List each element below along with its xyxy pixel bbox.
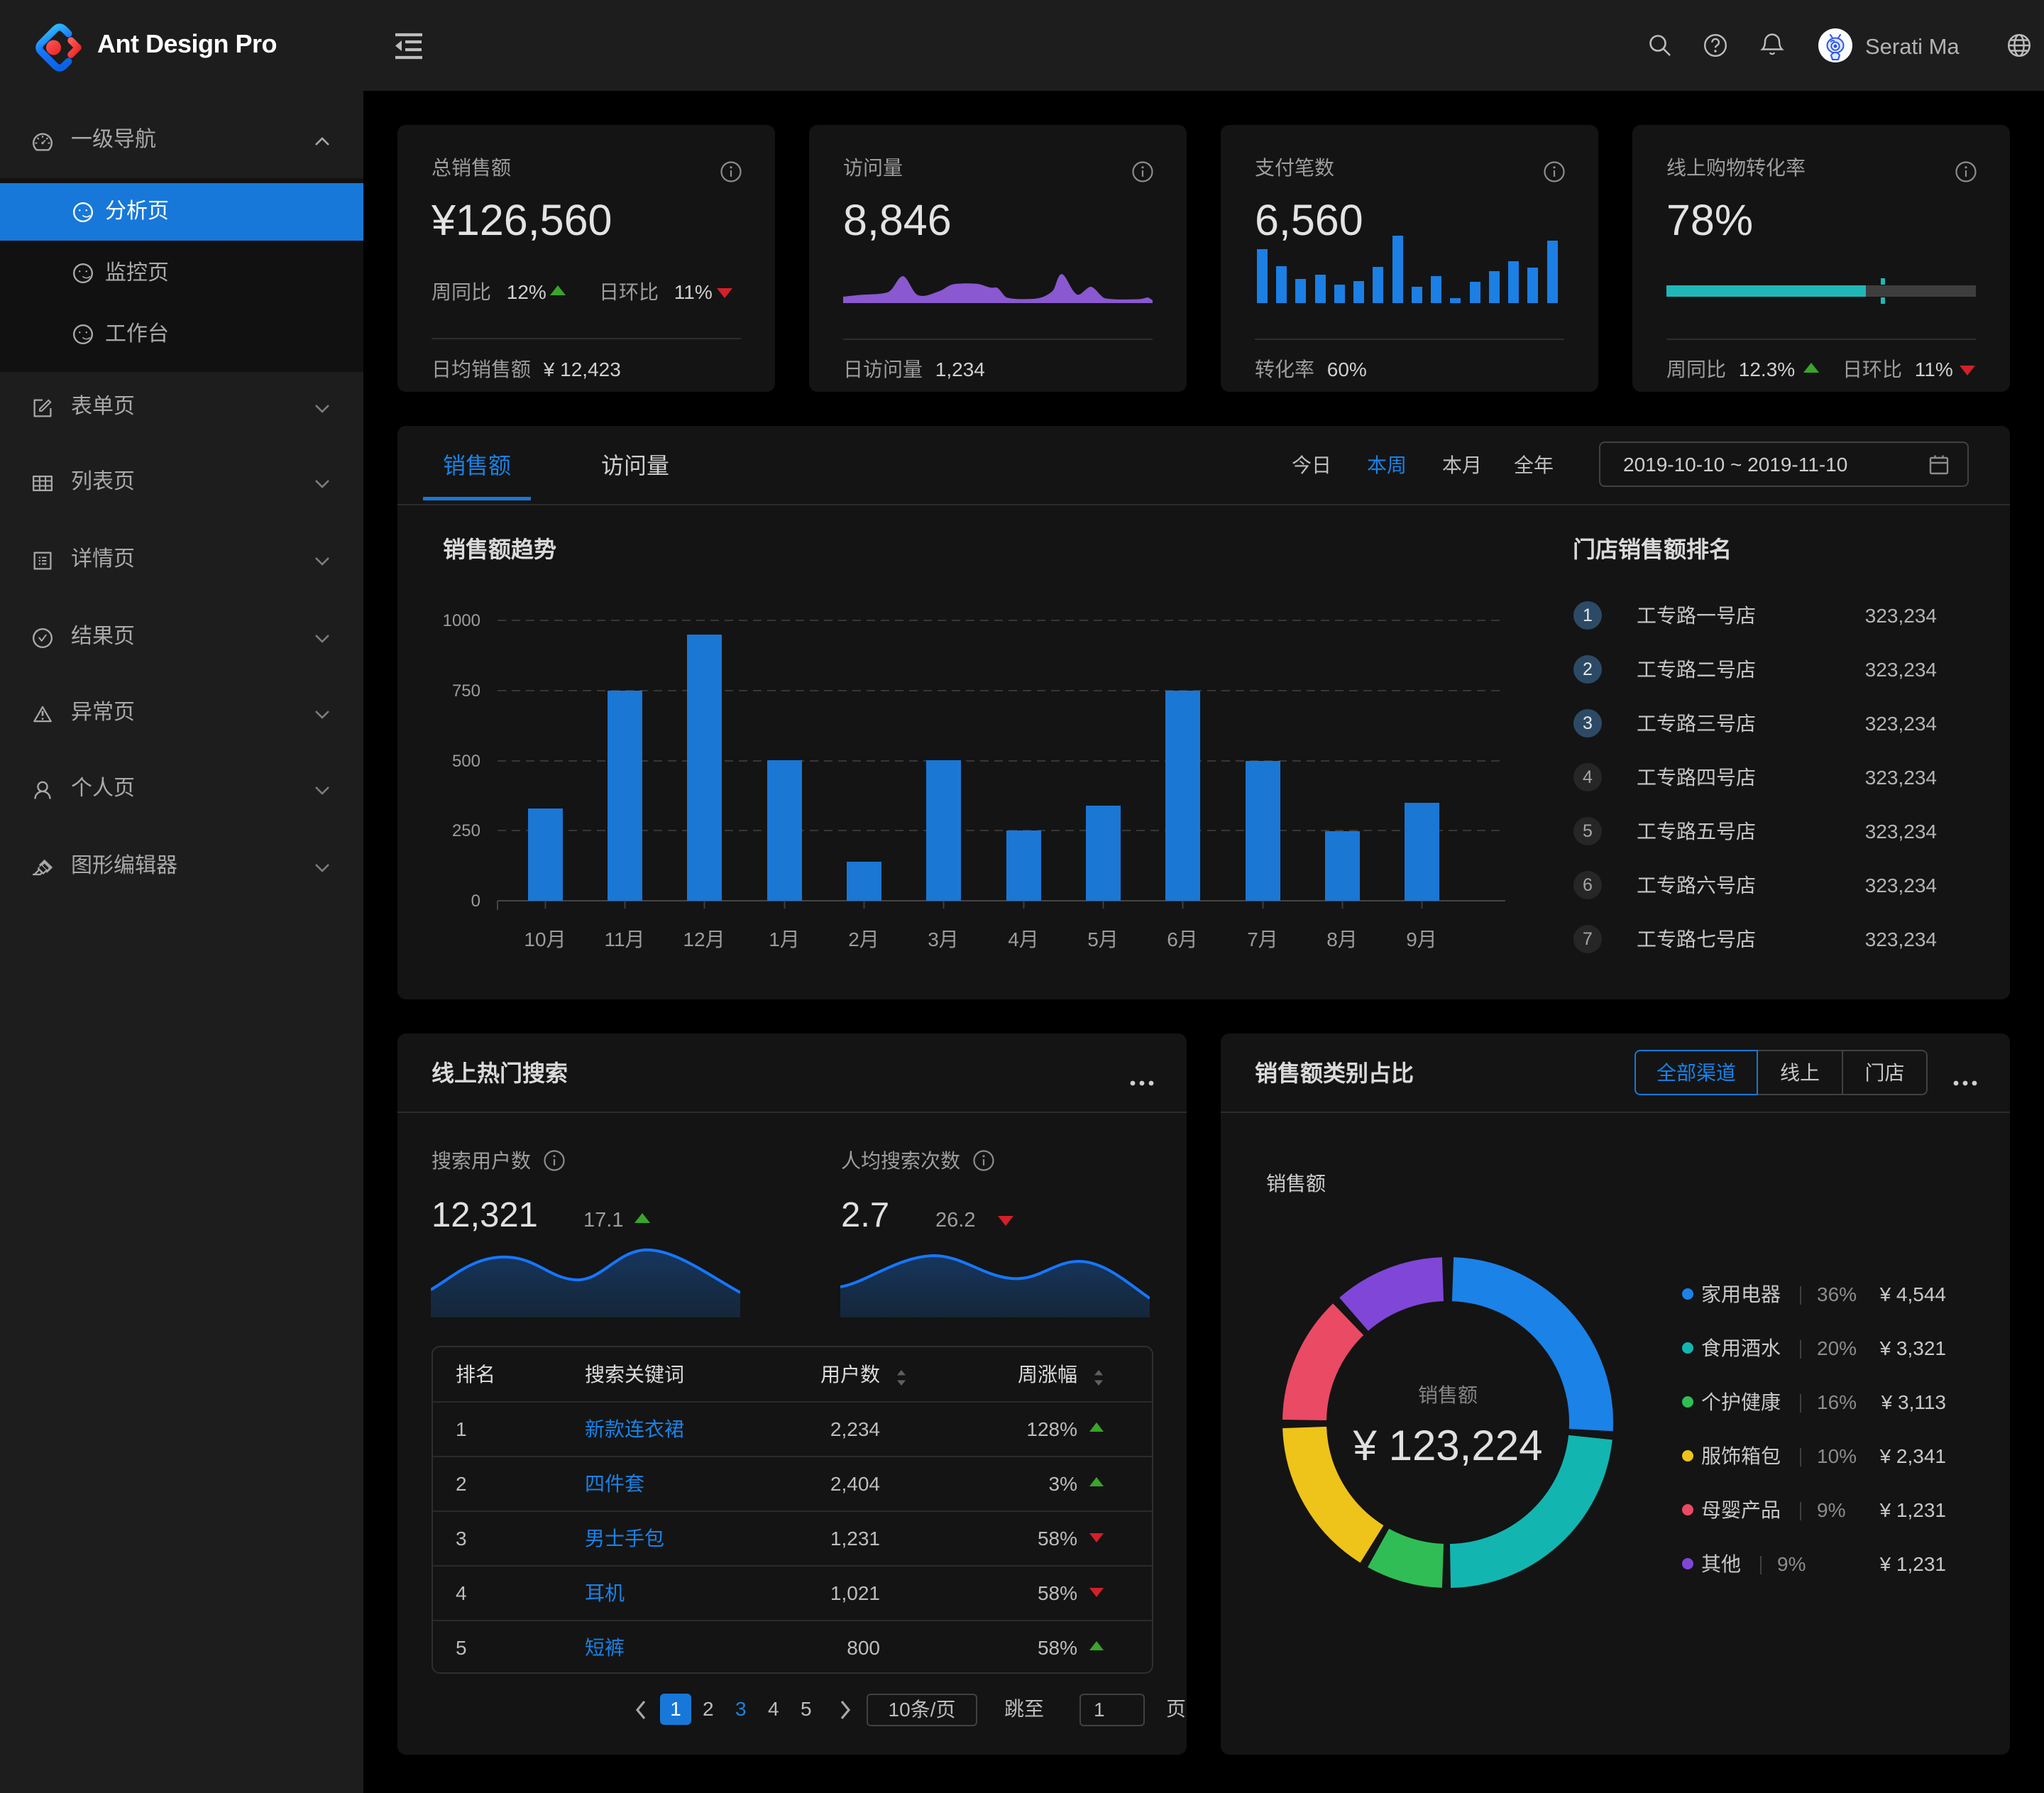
svg-text:5月: 5月 — [1087, 928, 1119, 950]
svg-text:0: 0 — [471, 892, 480, 911]
svg-text:250: 250 — [452, 821, 480, 840]
svg-text:9月: 9月 — [1406, 928, 1437, 950]
svg-text:11月: 11月 — [604, 928, 644, 950]
svg-text:1000: 1000 — [443, 611, 480, 630]
svg-text:7月: 7月 — [1247, 928, 1278, 950]
svg-text:2月: 2月 — [848, 928, 879, 950]
svg-text:4月: 4月 — [1008, 928, 1039, 950]
svg-text:6月: 6月 — [1167, 928, 1198, 950]
svg-text:10月: 10月 — [524, 928, 566, 950]
svg-text:750: 750 — [452, 681, 480, 701]
svg-text:3月: 3月 — [928, 928, 959, 950]
svg-text:500: 500 — [452, 752, 480, 771]
svg-text:8月: 8月 — [1326, 928, 1358, 950]
svg-text:12月: 12月 — [683, 928, 725, 950]
svg-text:1月: 1月 — [769, 928, 800, 950]
